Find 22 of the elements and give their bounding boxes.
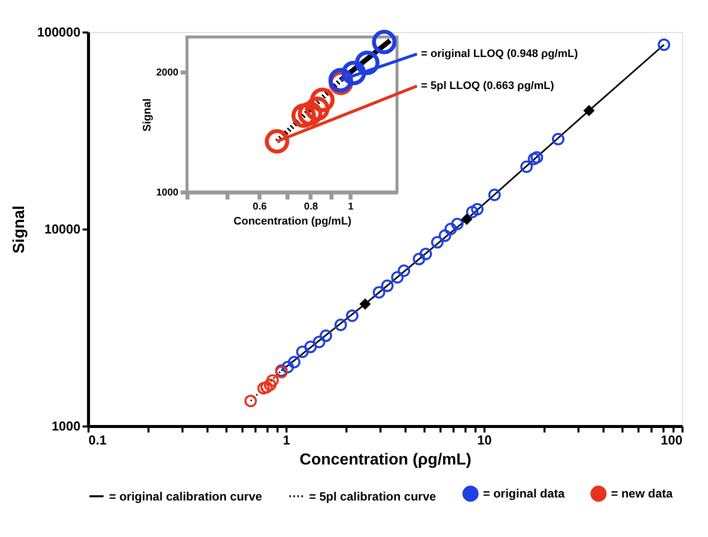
annotation: = 5pl LLOQ (0.663 ρg/mL) <box>421 80 554 92</box>
y-tick-label: 1000 <box>156 188 179 198</box>
x-axis-title: Concentration (pg/mL) <box>234 216 352 228</box>
x-tick-label: 10 <box>477 432 492 448</box>
y-tick-label: 1000 <box>52 418 80 434</box>
x-tick-label: 1 <box>348 202 354 212</box>
x-axis-title: Concentration (ρg/mL) <box>300 452 472 468</box>
legend-label: = original calibration curve <box>109 489 262 504</box>
legend-label: = original data <box>483 486 566 501</box>
y-axis-title: Signal <box>141 98 154 132</box>
legend-label: = 5pl calibration curve <box>309 489 436 504</box>
legend-label: = new data <box>611 486 674 501</box>
y-tick-label: 10000 <box>44 222 80 236</box>
y-tick-label: 100000 <box>37 24 80 40</box>
y-tick-label: 2000 <box>156 68 179 79</box>
x-tick-label: 0.6 <box>252 202 268 212</box>
x-tick-label: 100 <box>660 432 682 448</box>
x-tick-label: 0.1 <box>88 432 107 448</box>
x-tick-label: 0.8 <box>304 202 318 212</box>
annotation: = original LLOQ (0.948 ρg/mL) <box>421 48 578 60</box>
x-tick-label: 1 <box>282 432 290 448</box>
y-axis-title: Signal <box>11 205 28 254</box>
